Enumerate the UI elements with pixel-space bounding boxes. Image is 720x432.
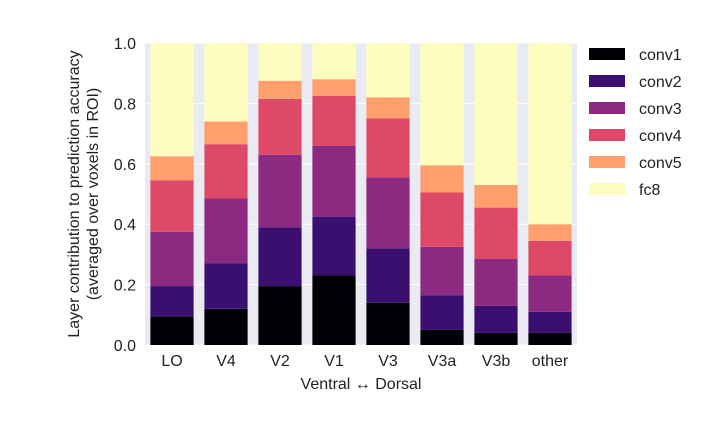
legend-swatch-conv5 xyxy=(589,156,625,168)
bar-segment-conv1 xyxy=(420,329,464,345)
legend-label: conv3 xyxy=(639,101,682,118)
bar-segment-conv5 xyxy=(420,165,464,193)
legend-label: conv4 xyxy=(639,128,682,145)
bar-segment-conv5 xyxy=(258,80,302,99)
x-tick-label: V2 xyxy=(270,353,290,370)
bar-segment-conv4 xyxy=(150,180,194,232)
bar-segment-conv1 xyxy=(366,302,410,345)
legend-label: conv5 xyxy=(639,155,682,172)
bar-segment-conv1 xyxy=(474,332,518,345)
x-tick-label: V3b xyxy=(482,353,511,370)
y-tick-label: 0.4 xyxy=(114,217,136,234)
bar-segment-conv3 xyxy=(150,231,194,287)
bar-segment-conv3 xyxy=(474,258,518,306)
legend-swatch-conv2 xyxy=(589,75,625,87)
bar-segment-fc8 xyxy=(204,43,248,122)
y-tick-label: 1.0 xyxy=(114,36,136,53)
bar-segment-conv4 xyxy=(258,98,302,155)
y-tick-label: 0.2 xyxy=(114,278,136,295)
x-tick-label: other xyxy=(532,353,569,370)
bar-segment-conv3 xyxy=(366,177,410,249)
bar-segment-conv3 xyxy=(420,246,464,296)
legend: conv1 conv2 conv3 conv4 conv5 fc8 xyxy=(589,47,682,199)
x-tick-label: V3a xyxy=(428,353,457,370)
x-axis-label: Ventral ↔ Dorsal xyxy=(301,376,422,393)
bar-segment-conv4 xyxy=(420,192,464,247)
bar-segment-conv2 xyxy=(420,295,464,330)
bar-segment-conv1 xyxy=(204,308,248,345)
x-tick-label: V3 xyxy=(378,353,398,370)
bar-segment-conv2 xyxy=(150,286,194,317)
y-axis-label-line-1: Layer contribution to prediction accurac… xyxy=(66,50,83,337)
x-tick-label: LO xyxy=(161,353,182,370)
bar-segment-conv5 xyxy=(474,184,518,208)
bars xyxy=(150,43,572,345)
bar-segment-fc8 xyxy=(366,43,410,98)
bar-segment-conv1 xyxy=(312,275,356,345)
bar-segment-conv1 xyxy=(258,286,302,345)
bar-segment-conv2 xyxy=(204,263,248,309)
legend-label: conv2 xyxy=(639,74,682,91)
bar-segment-conv2 xyxy=(528,311,572,333)
bar-segment-conv5 xyxy=(204,121,248,145)
bar-segment-conv1 xyxy=(150,316,194,345)
bar-segment-conv4 xyxy=(528,240,572,276)
bar-segment-fc8 xyxy=(258,43,302,81)
bar-segment-fc8 xyxy=(150,43,194,157)
bar-segment-conv3 xyxy=(204,198,248,264)
x-tick-label: V1 xyxy=(324,353,344,370)
y-axis-label-line-2: (averaged over voxels in ROI) xyxy=(85,88,102,301)
y-tick-label: 0.6 xyxy=(114,157,136,174)
bar-segment-fc8 xyxy=(528,43,572,225)
bar-segment-conv2 xyxy=(312,216,356,276)
y-tick-label: 0.8 xyxy=(114,96,136,113)
bar-segment-conv1 xyxy=(528,332,572,345)
legend-label: fc8 xyxy=(639,182,660,199)
y-axis-label: Layer contribution to prediction accurac… xyxy=(66,50,102,337)
bar-segment-conv3 xyxy=(312,145,356,217)
legend-swatch-conv1 xyxy=(589,48,625,60)
x-tick-label: V4 xyxy=(216,353,236,370)
bar-segment-conv4 xyxy=(366,118,410,178)
legend-swatch-fc8 xyxy=(589,183,625,195)
bar-segment-conv5 xyxy=(366,97,410,119)
legend-label: conv1 xyxy=(639,47,682,64)
legend-swatch-conv3 xyxy=(589,102,625,114)
bar-segment-fc8 xyxy=(420,43,464,166)
bar-segment-conv2 xyxy=(366,248,410,303)
y-axis-ticks: 0.0 0.2 0.4 0.6 0.8 1.0 xyxy=(114,36,136,355)
bar-segment-conv4 xyxy=(474,207,518,259)
bar-segment-conv5 xyxy=(312,79,356,96)
bar-segment-conv2 xyxy=(474,305,518,333)
x-axis-ticks: LO V4 V2 V1 V3 V3a V3b other xyxy=(161,353,569,370)
bar-segment-conv5 xyxy=(150,156,194,181)
bar-segment-conv4 xyxy=(312,95,356,146)
bar-segment-conv3 xyxy=(258,154,302,228)
bar-segment-conv3 xyxy=(528,275,572,312)
bar-segment-conv5 xyxy=(528,224,572,241)
bar-segment-fc8 xyxy=(312,43,356,80)
legend-swatch-conv4 xyxy=(589,129,625,141)
y-tick-label: 0.0 xyxy=(114,338,136,355)
bar-segment-conv2 xyxy=(258,227,302,287)
bar-segment-fc8 xyxy=(474,43,518,185)
bar-segment-conv4 xyxy=(204,144,248,199)
